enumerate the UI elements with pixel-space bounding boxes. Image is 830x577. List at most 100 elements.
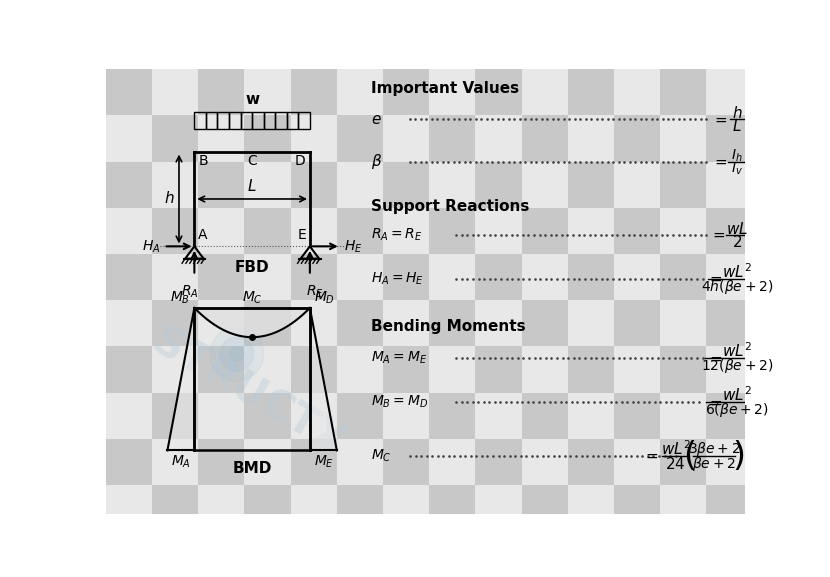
Bar xyxy=(383,439,429,485)
Bar xyxy=(521,69,568,115)
Bar xyxy=(476,392,521,439)
Text: $=$: $=$ xyxy=(712,112,728,127)
Text: L: L xyxy=(248,179,256,194)
Text: $M_B = M_D$: $M_B = M_D$ xyxy=(372,394,428,410)
Bar xyxy=(429,115,476,162)
Text: $R_A$: $R_A$ xyxy=(181,283,198,299)
Text: BMD: BMD xyxy=(232,461,271,476)
Text: C: C xyxy=(247,154,257,168)
Bar xyxy=(521,300,568,346)
Bar xyxy=(429,392,476,439)
Bar xyxy=(290,392,337,439)
Bar xyxy=(753,531,798,577)
Polygon shape xyxy=(168,308,194,451)
Text: w: w xyxy=(245,92,259,107)
Bar xyxy=(429,254,476,300)
Bar xyxy=(152,485,198,531)
Bar xyxy=(106,531,152,577)
Circle shape xyxy=(220,337,254,371)
Bar xyxy=(568,392,614,439)
Text: $L$: $L$ xyxy=(732,118,742,134)
Bar xyxy=(568,208,614,254)
Bar xyxy=(383,531,429,577)
Text: $24$: $24$ xyxy=(666,456,686,472)
Bar xyxy=(476,485,521,531)
Bar xyxy=(660,208,706,254)
Bar xyxy=(152,115,198,162)
Bar xyxy=(106,208,152,254)
Bar xyxy=(429,69,476,115)
Bar xyxy=(106,162,152,208)
Bar xyxy=(521,162,568,208)
Bar xyxy=(290,208,337,254)
Bar xyxy=(383,300,429,346)
Text: $h$: $h$ xyxy=(732,105,743,121)
Bar xyxy=(476,115,521,162)
Bar xyxy=(476,300,521,346)
Text: $H_E$: $H_E$ xyxy=(344,238,363,254)
Bar xyxy=(244,439,290,485)
Text: $M_A = M_E$: $M_A = M_E$ xyxy=(372,350,427,366)
Bar xyxy=(290,531,337,577)
Bar xyxy=(290,439,337,485)
Bar xyxy=(276,111,287,129)
Text: Support Reactions: Support Reactions xyxy=(372,198,530,213)
Bar xyxy=(244,392,290,439)
Text: ): ) xyxy=(732,440,745,473)
Bar xyxy=(337,392,383,439)
Bar xyxy=(252,111,264,129)
Bar xyxy=(152,208,198,254)
Bar xyxy=(568,485,614,531)
Text: $wL^2$: $wL^2$ xyxy=(661,440,691,458)
Bar xyxy=(244,485,290,531)
Bar xyxy=(614,531,660,577)
Bar xyxy=(706,162,753,208)
Bar xyxy=(290,115,337,162)
Bar xyxy=(614,162,660,208)
Bar xyxy=(660,162,706,208)
Text: A: A xyxy=(198,228,208,242)
Text: $e$: $e$ xyxy=(372,112,382,127)
Bar xyxy=(337,69,383,115)
Text: $=$: $=$ xyxy=(707,395,724,409)
Text: $12(\beta e + 2)$: $12(\beta e + 2)$ xyxy=(701,358,774,376)
Bar xyxy=(198,531,244,577)
Bar xyxy=(241,111,252,129)
Bar xyxy=(706,254,753,300)
Text: B: B xyxy=(199,154,208,168)
Bar xyxy=(660,531,706,577)
Bar xyxy=(429,485,476,531)
Bar xyxy=(383,162,429,208)
Bar xyxy=(429,531,476,577)
Bar xyxy=(383,254,429,300)
Text: $=$: $=$ xyxy=(707,271,724,286)
Text: $M_B$: $M_B$ xyxy=(170,289,191,306)
Bar xyxy=(290,346,337,392)
Text: $wL^2$: $wL^2$ xyxy=(722,342,752,361)
Bar xyxy=(383,346,429,392)
Bar xyxy=(106,346,152,392)
Bar xyxy=(706,208,753,254)
Bar xyxy=(287,111,298,129)
Text: $M_C$: $M_C$ xyxy=(372,448,393,464)
Bar xyxy=(706,300,753,346)
Bar xyxy=(429,162,476,208)
Bar xyxy=(568,115,614,162)
Text: D: D xyxy=(295,154,305,168)
Bar xyxy=(476,346,521,392)
Bar xyxy=(198,439,244,485)
Bar xyxy=(198,162,244,208)
Bar xyxy=(244,531,290,577)
Bar xyxy=(383,69,429,115)
Text: $wL^2$: $wL^2$ xyxy=(722,263,752,281)
Bar xyxy=(244,162,290,208)
Bar xyxy=(476,208,521,254)
Bar xyxy=(383,115,429,162)
Bar xyxy=(660,300,706,346)
Bar xyxy=(198,300,244,346)
Bar xyxy=(244,115,290,162)
Text: $=$: $=$ xyxy=(707,350,724,365)
Bar xyxy=(568,162,614,208)
Bar xyxy=(568,300,614,346)
Bar xyxy=(244,254,290,300)
